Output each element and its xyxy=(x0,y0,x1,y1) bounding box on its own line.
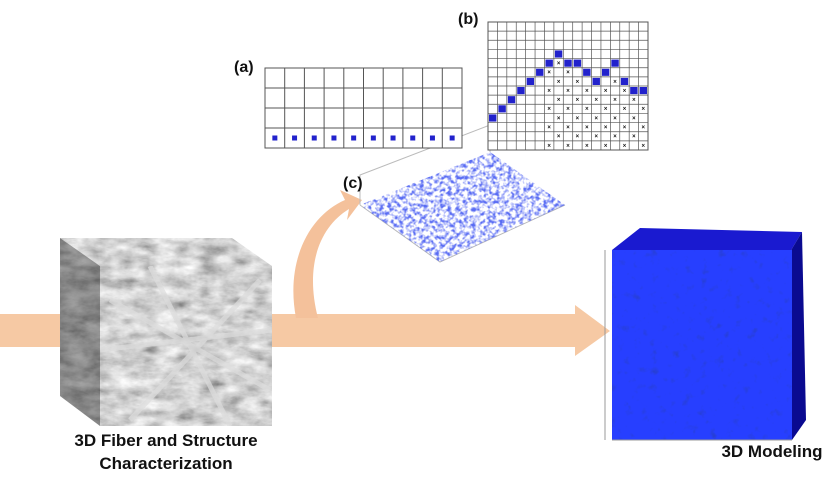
grid-a-dot xyxy=(371,136,376,141)
grid-b-cross: × xyxy=(632,134,636,140)
grid-b-cross: × xyxy=(623,143,627,149)
grid-b-cross: × xyxy=(547,70,551,76)
grid-a-dot xyxy=(430,136,435,141)
grid-b-cross: × xyxy=(547,125,551,131)
grid-b-cross: × xyxy=(613,79,617,85)
label-c: (c) xyxy=(343,175,363,192)
grid-b-square xyxy=(602,69,609,76)
grid-b-cross: × xyxy=(642,143,646,149)
grid-b-square xyxy=(593,78,600,85)
grid-b-cross: × xyxy=(576,79,580,85)
grid-b-square xyxy=(611,60,618,67)
grid-b-cross: × xyxy=(613,116,617,122)
grid-b-cross: × xyxy=(566,125,570,131)
grid-b-cross: × xyxy=(557,61,561,67)
grid-b-square xyxy=(555,50,562,57)
grid-b-square xyxy=(640,87,647,94)
grid-a-dot xyxy=(272,136,277,141)
grid-b-cross: × xyxy=(557,134,561,140)
grid-b-cross: × xyxy=(613,134,617,140)
grid-b-square xyxy=(498,105,505,112)
grid-b-cross: × xyxy=(585,107,589,113)
grid-b-cross: × xyxy=(632,116,636,122)
grid-a-dot xyxy=(351,136,356,141)
label-a: (a) xyxy=(234,59,254,76)
grid-b-cross: × xyxy=(576,134,580,140)
grid-b-cross: × xyxy=(623,88,627,94)
grid-b-cross: × xyxy=(632,98,636,104)
grid-a-dot xyxy=(331,136,336,141)
grid-b-cross: × xyxy=(576,98,580,104)
grid-b-cross: × xyxy=(594,98,598,104)
grid-b-cross: × xyxy=(585,143,589,149)
grid-b-cross: × xyxy=(604,143,608,149)
grid-b-cross: × xyxy=(557,79,561,85)
blue-model xyxy=(605,228,806,440)
caption-right: 3D Modeling xyxy=(721,442,822,461)
grid-b-square xyxy=(583,69,590,76)
grid-b-square xyxy=(508,96,515,103)
grid-b-cross: × xyxy=(566,88,570,94)
grid-b-square xyxy=(630,87,637,94)
grid-b-cross: × xyxy=(566,143,570,149)
grid-b-cross: × xyxy=(594,134,598,140)
grid-a-dot xyxy=(391,136,396,141)
grid-b-cross: × xyxy=(623,125,627,131)
grid-a-dot xyxy=(450,136,455,141)
grid-b-cross: × xyxy=(566,70,570,76)
grid-b-square xyxy=(564,60,571,67)
diagram: × × × × × × × × × × × × × × × × × × × × × × × × × × × × × × × × × × × × × × × ×… xyxy=(0,0,838,476)
grid-b-square xyxy=(489,114,496,121)
grid-b-cross: × xyxy=(642,107,646,113)
grid-b-cross: × xyxy=(594,116,598,122)
grid-b-square xyxy=(545,60,552,67)
sem-cube xyxy=(60,238,272,426)
grid-a-dot xyxy=(292,136,297,141)
grid-b-cross: × xyxy=(557,98,561,104)
curved-arrow xyxy=(293,190,362,318)
grid-b-cross: × xyxy=(585,88,589,94)
grid-b-cross: × xyxy=(566,107,570,113)
grid-b-cross: × xyxy=(576,116,580,122)
grid-b-cross: × xyxy=(547,88,551,94)
grid-b-cross: × xyxy=(642,125,646,131)
grid-a-dot xyxy=(312,136,317,141)
grids: × × × × × × × × × × × × × × × × × × × × × × × × × × × × × × × × × × × × × × × ×… xyxy=(265,22,648,150)
grid-b-cross: × xyxy=(547,107,551,113)
grid-b-cross: × xyxy=(547,143,551,149)
caption-left-2: Characterization xyxy=(99,454,232,473)
grid-b-square xyxy=(621,78,628,85)
grid-b-square xyxy=(527,78,534,85)
grid-b-square xyxy=(536,69,543,76)
grid-b-cross: × xyxy=(604,125,608,131)
caption-left-1: 3D Fiber and Structure xyxy=(74,431,257,450)
grid-a-dot xyxy=(410,136,415,141)
grid-b-square xyxy=(574,60,581,67)
grid-b-cross: × xyxy=(604,107,608,113)
grid-b-cross: × xyxy=(623,107,627,113)
grid-b-cross: × xyxy=(585,125,589,131)
grid-b-cross: × xyxy=(557,116,561,122)
grid-b-cross: × xyxy=(604,88,608,94)
grid-b-cross: × xyxy=(613,98,617,104)
label-b: (b) xyxy=(458,11,478,28)
grid-b-square xyxy=(517,87,524,94)
